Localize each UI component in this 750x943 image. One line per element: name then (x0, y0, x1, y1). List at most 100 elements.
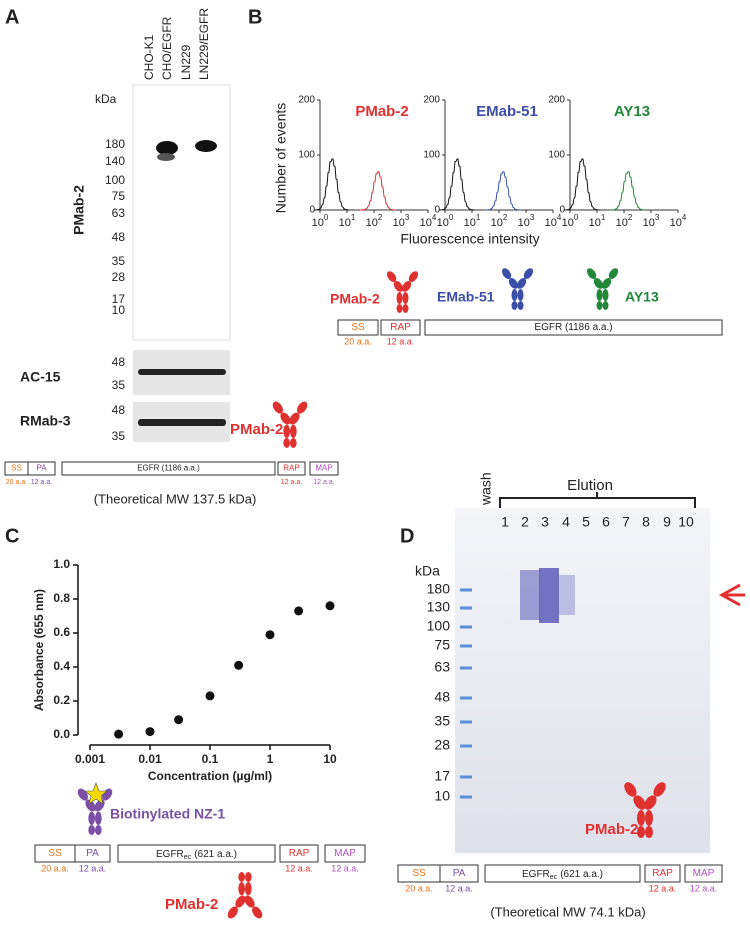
y-tick-label: 0.2 (53, 693, 70, 707)
antibody-label: Biotinylated NZ-1 (110, 806, 225, 822)
tick-base: 10 (393, 217, 405, 229)
biotin-star (84, 782, 108, 805)
ladder-band (460, 775, 472, 779)
band (195, 140, 217, 152)
marker-label: 63 (112, 206, 126, 220)
domain-label: RAP (390, 322, 411, 333)
band (138, 369, 226, 375)
marker-label: 28 (112, 270, 126, 284)
marker-label: 140 (105, 154, 125, 168)
domain-label: SS (412, 868, 426, 879)
marker-label: 75 (112, 189, 126, 203)
domain-label: MAP (334, 848, 356, 859)
marker-label: 180 (105, 137, 125, 151)
antibody-icon (500, 266, 535, 310)
x-tick-label: 0.01 (138, 752, 162, 766)
panel-label: D (400, 525, 414, 547)
domain-label: EGFR (1186 a.a.) (137, 464, 200, 473)
y-tick-label: 200 (298, 95, 315, 106)
mw-label: (Theoretical MW 137.5 kDa) (94, 491, 257, 506)
domain-length: 12 a.a. (331, 863, 359, 873)
tick-exp: 0 (324, 213, 329, 222)
tick-base: 10 (616, 217, 628, 229)
lane-label: 8 (642, 514, 650, 530)
tick-base: 10 (518, 217, 530, 229)
band (157, 153, 175, 161)
domain-name: EGFR (522, 869, 550, 880)
ladder-band (460, 625, 472, 629)
x-tick-label: 0.1 (202, 752, 219, 766)
lane-label: LN229 (179, 44, 193, 80)
y-tick-label: 0.4 (53, 659, 70, 673)
y-tick-label: 0 (559, 205, 565, 216)
lane-label: 2 (521, 514, 529, 530)
marker-label: 28 (434, 737, 450, 753)
domain-label: SS (11, 464, 22, 473)
domain-length: 12 a.a. (313, 479, 334, 486)
tick-base: 10 (339, 217, 351, 229)
panel-label: A (5, 6, 19, 28)
x-tick-label: 1 (267, 752, 274, 766)
panel-label: C (5, 525, 19, 547)
domain-length: 20 a.a. (344, 336, 372, 346)
marker-label: 48 (112, 230, 126, 244)
tick-exp: 1 (476, 213, 481, 222)
domain-box (117, 844, 276, 863)
x-tick-label: 103 (518, 213, 535, 229)
marker-label: 10 (112, 303, 126, 317)
domain-subscript: ec (550, 874, 558, 881)
y-axis-label: Number of events (273, 103, 289, 214)
tick-exp: 2 (503, 213, 508, 222)
marker-label: 48 (112, 355, 126, 369)
lane-label: CHO/EGFR (160, 16, 174, 80)
x-tick-label: 103 (393, 213, 410, 229)
x-tick-label: 0.001 (75, 752, 105, 766)
kda-label: kDa (415, 563, 440, 579)
domain-label: SS (351, 322, 365, 333)
lane-label: 1 (501, 514, 509, 530)
tick-exp: 3 (655, 213, 660, 222)
domain-box (61, 461, 276, 476)
y-tick-label: 100 (298, 150, 315, 161)
marker-label: 35 (112, 254, 126, 268)
domain-subscript: ec (184, 854, 192, 861)
gel (455, 508, 710, 853)
domain-length: 12 a.a. (281, 479, 302, 486)
x-tick-label: 102 (366, 213, 383, 229)
lane-label: 10 (678, 514, 694, 530)
domain-length: 12 a.a. (649, 883, 677, 893)
antibody-label: PMab-2 (71, 185, 87, 235)
domain-box (337, 319, 379, 336)
domain-label: MAP (315, 464, 332, 473)
marker-label: 48 (434, 689, 450, 705)
plot-title: AY13 (614, 103, 650, 120)
y-tick-label: 0.6 (53, 625, 70, 639)
antibody-label: PMab-2 (585, 821, 638, 838)
x-axis-label: Fluorescence intensity (400, 231, 539, 247)
y-tick-label: 0.0 (53, 727, 70, 741)
domain-label: RAP (289, 848, 310, 859)
domain-label: EGFR (1186 a.a.) (534, 322, 612, 333)
domain-length: 12 a.a. (690, 883, 718, 893)
point (205, 691, 215, 701)
y-tick-label: 100 (423, 150, 440, 161)
marker-label: 17 (112, 292, 126, 306)
x-tick-label: 102 (616, 213, 633, 229)
domain-box (439, 864, 479, 883)
y-tick-label: 1.0 (53, 557, 70, 571)
marker-label: 130 (427, 599, 451, 615)
domain-box (424, 319, 723, 336)
domain-box (644, 864, 681, 883)
blot (132, 84, 231, 341)
x-tick-label: 103 (643, 213, 660, 229)
band (156, 141, 178, 155)
lane-label: 9 (663, 514, 671, 530)
domain-label: PA (453, 868, 466, 879)
tick-exp: 2 (378, 213, 383, 222)
antibody-label: PMab-2 (230, 421, 283, 438)
domain-box (277, 461, 306, 476)
x-tick-label: 104 (420, 213, 437, 229)
band (559, 575, 575, 615)
tick-exp: 0 (574, 213, 579, 222)
